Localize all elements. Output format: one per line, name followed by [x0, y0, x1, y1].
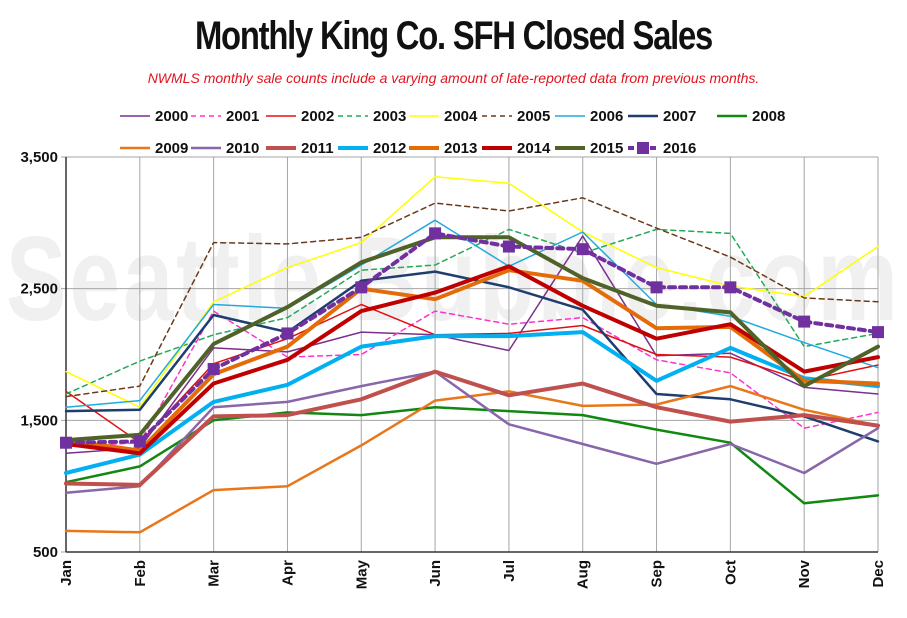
x-tick-label: Jan	[58, 560, 75, 586]
series-line-2016	[64, 231, 880, 445]
legend-label-2010: 2010	[226, 140, 259, 157]
data-point-2016	[724, 281, 737, 294]
legend-label-2000: 2000	[155, 108, 188, 125]
x-tick-label: Jul	[501, 560, 518, 582]
legend-label-2011: 2011	[301, 140, 334, 157]
series-line-2003	[65, 228, 879, 395]
data-point-2016	[650, 281, 663, 294]
legend-label-2002: 2002	[301, 108, 334, 125]
legend-label-2005: 2005	[517, 108, 550, 125]
x-tick-label: Nov	[796, 559, 813, 588]
series-line-2006	[65, 219, 879, 408]
gridlines	[61, 156, 879, 553]
x-tick-label: Feb	[132, 560, 149, 587]
legend-label-2012: 2012	[373, 140, 406, 157]
data-point-2016	[502, 240, 515, 253]
chart-title: Monthly King Co. SFH Closed Sales	[194, 14, 713, 58]
series-line-2009	[64, 384, 880, 534]
legend: 2000 2001 2002 2003 2004 2005 2006 2007 2008 2009…	[120, 108, 785, 157]
series-line-2011	[64, 369, 880, 487]
x-tick-label: Jun	[427, 560, 444, 587]
legend-label-2016: 2016	[663, 140, 696, 157]
series-lines	[60, 176, 884, 534]
x-tick-label: May	[353, 559, 370, 589]
x-tick-label: Oct	[722, 560, 739, 585]
x-tick-label: Aug	[575, 560, 592, 589]
data-point-2016	[798, 315, 811, 328]
data-point-2016	[576, 243, 589, 256]
data-point-2016	[872, 326, 884, 339]
y-tick-label: 3,500	[20, 149, 58, 166]
data-point-2016	[281, 327, 294, 340]
legend-label-2013: 2013	[444, 140, 477, 157]
legend-label-2008: 2008	[752, 108, 785, 125]
legend-label-2007: 2007	[663, 108, 696, 125]
legend-label-2001: 2001	[226, 108, 259, 125]
series-line-2013	[64, 268, 880, 453]
series-line-2010	[64, 370, 880, 495]
legend-label-2004: 2004	[444, 108, 478, 125]
legend-label-2015: 2015	[590, 140, 623, 157]
data-point-2016	[429, 227, 442, 240]
series-line-2001	[65, 310, 879, 448]
data-point-2016	[355, 281, 368, 294]
series-line-2002	[65, 303, 879, 444]
data-point-2016	[133, 435, 146, 448]
legend-label-2006: 2006	[590, 108, 623, 125]
data-point-2016	[207, 362, 220, 375]
chart-subtitle: NWMLS monthly sale counts include a vary…	[147, 70, 760, 86]
data-point-2016	[60, 436, 72, 449]
legend-label-2003: 2003	[373, 108, 406, 125]
series-line-2014	[64, 264, 880, 456]
x-tick-label: Sep	[649, 560, 666, 588]
y-tick-label: 1,500	[20, 412, 58, 429]
y-tick-label: 500	[33, 544, 58, 561]
axes: 500 1,500 2,500 3,500 Jan Feb Mar Apr May Jun Jul A…	[20, 149, 887, 589]
legend-marker-2016	[637, 142, 649, 154]
series-line-2012	[64, 330, 880, 475]
series-line-2000	[65, 235, 879, 455]
x-tick-label: Dec	[870, 560, 887, 588]
y-tick-label: 2,500	[20, 281, 58, 298]
x-tick-label: Apr	[279, 560, 296, 586]
x-tick-label: Mar	[206, 560, 223, 587]
legend-label-2009: 2009	[155, 140, 188, 157]
series-line-2015	[64, 235, 880, 443]
series-line-2005	[65, 197, 879, 398]
legend-label-2014: 2014	[517, 140, 551, 157]
